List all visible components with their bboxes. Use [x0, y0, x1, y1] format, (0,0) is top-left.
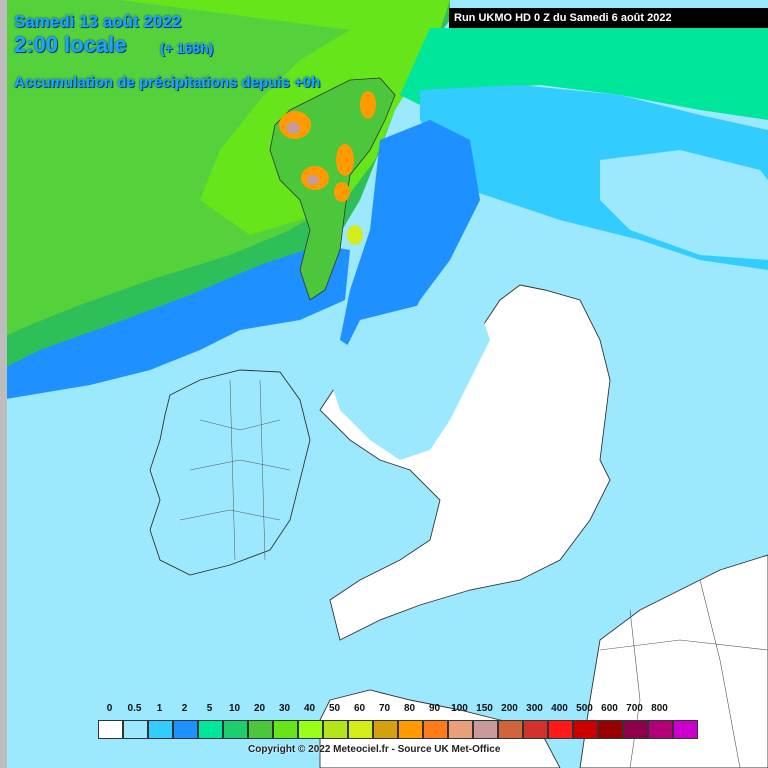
legend-threshold-label: 80 [403, 703, 416, 714]
very-heavy-rain-lochaber [307, 175, 319, 185]
legend-threshold-label: 800 [651, 703, 668, 714]
left-edge-strip [0, 0, 7, 768]
legend-swatch [598, 720, 623, 739]
legend-swatch [673, 720, 698, 739]
norway-land [600, 150, 768, 260]
legend-swatch [473, 720, 498, 739]
legend-threshold-label: 50 [328, 703, 341, 714]
legend-swatch [198, 720, 223, 739]
legend-threshold-label: 150 [476, 703, 493, 714]
precip-band-blue [0, 245, 350, 400]
legend-threshold-label: 400 [551, 703, 568, 714]
ireland-land [149, 369, 311, 576]
legend-threshold-label: 20 [253, 703, 266, 714]
legend-threshold-label: 0.5 [127, 703, 142, 714]
legend-swatch [223, 720, 248, 739]
forecast-local-time: 2:00 locale [14, 32, 127, 57]
continent-land [579, 554, 768, 768]
legend-threshold-label: 300 [526, 703, 543, 714]
legend-swatch [523, 720, 548, 739]
legend-swatch [623, 720, 648, 739]
legend-swatch [323, 720, 348, 739]
precip-band-blue-scotland [340, 120, 480, 360]
legend-swatch [123, 720, 148, 739]
legend-threshold-label: 1 [156, 703, 163, 714]
legend-swatch [648, 720, 673, 739]
legend-threshold-label: 30 [278, 703, 291, 714]
legend-swatch [273, 720, 298, 739]
legend-threshold-label: 200 [501, 703, 518, 714]
legend-swatch [348, 720, 373, 739]
legend-swatch [573, 720, 598, 739]
precip-band-teal [400, 28, 768, 120]
legend-swatch [498, 720, 523, 739]
legend-threshold-label: 70 [378, 703, 391, 714]
copyright-notice: Copyright © 2022 Meteociel.fr - Source U… [248, 744, 501, 755]
legend-threshold-label: 100 [451, 703, 468, 714]
heavy-rain-highlands-north [360, 91, 376, 119]
legend-swatch [298, 720, 323, 739]
legend-swatch [398, 720, 423, 739]
field-description: Accumulation de précipitations depuis +0… [14, 74, 321, 91]
legend-swatch [248, 720, 273, 739]
legend-threshold-label: 600 [601, 703, 618, 714]
continent-borders [599, 579, 768, 768]
legend-swatch [548, 720, 573, 739]
legend-swatch [423, 720, 448, 739]
ireland-county-borders [179, 379, 291, 561]
legend-threshold-label: 90 [428, 703, 441, 714]
legend-threshold-label: 0 [106, 703, 113, 714]
forecast-lead-time: (+ 168h) [160, 40, 214, 56]
moderate-rain-argyll [347, 225, 363, 245]
heavy-rain-highlands-west [336, 144, 354, 176]
legend-swatch [148, 720, 173, 739]
legend-swatch [448, 720, 473, 739]
legend-swatch [173, 720, 198, 739]
legend-threshold-label: 700 [626, 703, 643, 714]
very-heavy-rain-skye [286, 122, 300, 134]
model-run-banner: Run UKMO HD 0 Z du Samedi 6 août 2022 [449, 8, 768, 28]
legend-swatch [98, 720, 123, 739]
legend-threshold-label: 5 [206, 703, 213, 714]
precipitation-legend: 0 0.5 1 2 5 10 20 30 40 50 60 70 80 90 100 150 200 300 400… [95, 703, 698, 763]
legend-threshold-label: 10 [228, 703, 241, 714]
northern-england-precip [330, 300, 490, 460]
legend-threshold-label: 60 [353, 703, 366, 714]
legend-threshold-label: 500 [576, 703, 593, 714]
legend-threshold-label: 2 [181, 703, 188, 714]
legend-threshold-label: 40 [303, 703, 316, 714]
heavy-rain-grampians [334, 182, 350, 202]
legend-swatch [373, 720, 398, 739]
forecast-date: Samedi 13 août 2022 [14, 12, 182, 31]
